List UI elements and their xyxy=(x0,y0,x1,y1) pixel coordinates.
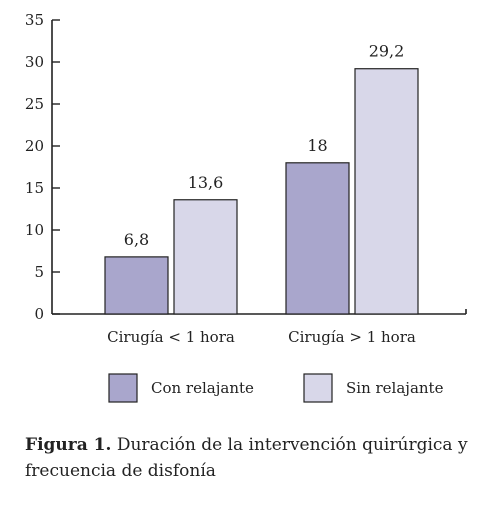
bar-value-label: 29,2 xyxy=(369,42,405,61)
bar xyxy=(104,256,169,315)
bar xyxy=(354,68,419,315)
y-tick-label: 15 xyxy=(25,179,44,197)
chart-legend: Con relajante Sin relajante xyxy=(108,373,444,403)
y-tick-label: 0 xyxy=(34,305,44,323)
figure-caption-label: Figura 1. xyxy=(25,435,112,455)
bar-chart: 0 5 10 15 20 25 30 35 6,8 13,6 18 29,2 Cirugía < 1… xyxy=(25,11,467,403)
category-label: Cirugía > 1 hora xyxy=(288,328,416,346)
chart-bars xyxy=(104,68,419,315)
y-tick-label: 35 xyxy=(25,11,44,29)
legend-swatch xyxy=(108,373,138,403)
figure-caption-text: Duración de la intervención quirúrgica y… xyxy=(25,435,468,481)
y-axis-ticks: 0 5 10 15 20 25 30 35 xyxy=(25,11,60,323)
legend-label: Con relajante xyxy=(151,379,254,397)
chart-data-labels: 6,8 13,6 18 29,2 xyxy=(124,42,405,249)
y-tick-label: 5 xyxy=(34,263,44,281)
bar xyxy=(173,199,238,315)
bar-value-label: 13,6 xyxy=(188,173,224,192)
legend-swatch xyxy=(303,373,333,403)
y-tick-label: 30 xyxy=(25,53,44,71)
bar xyxy=(285,162,350,315)
legend-label: Sin relajante xyxy=(346,379,444,397)
figure-caption: Figura 1. Duración de la intervención qu… xyxy=(25,432,475,484)
bar-value-label: 18 xyxy=(307,136,327,155)
x-axis-category-labels: Cirugía < 1 hora Cirugía > 1 hora xyxy=(107,328,416,346)
y-tick-label: 10 xyxy=(25,221,44,239)
bar-value-label: 6,8 xyxy=(124,230,149,249)
y-tick-label: 25 xyxy=(25,95,44,113)
y-tick-label: 20 xyxy=(25,137,44,155)
category-label: Cirugía < 1 hora xyxy=(107,328,235,346)
